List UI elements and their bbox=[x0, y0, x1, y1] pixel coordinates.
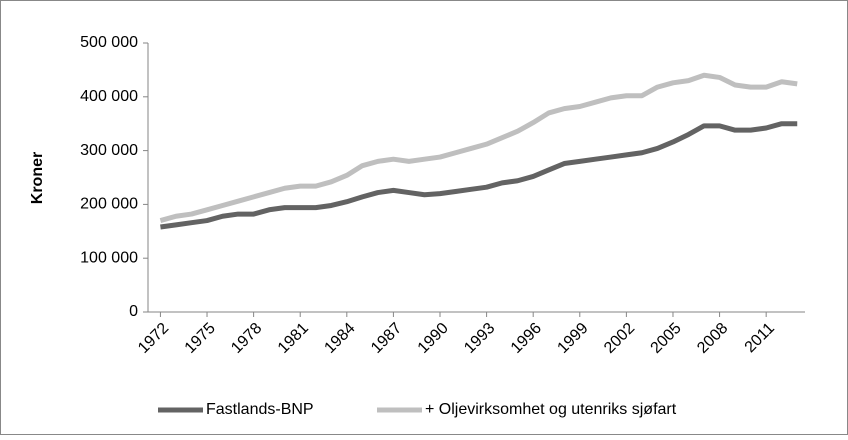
legend-label: Fastlands-BNP bbox=[206, 401, 314, 418]
y-tick-label: 400 000 bbox=[80, 88, 138, 105]
legend-label: + Oljevirksomhet og utenriks sjøfart bbox=[425, 401, 677, 418]
series-line bbox=[159, 72, 798, 223]
y-axis-label: Kroner bbox=[29, 152, 46, 204]
series-line bbox=[160, 121, 798, 230]
y-tick-label: 100 000 bbox=[80, 249, 138, 266]
y-tick-label: 500 000 bbox=[80, 34, 138, 51]
y-tick-label: 0 bbox=[129, 303, 138, 320]
y-tick-label: 200 000 bbox=[80, 196, 138, 213]
y-tick-label: 300 000 bbox=[80, 142, 138, 159]
